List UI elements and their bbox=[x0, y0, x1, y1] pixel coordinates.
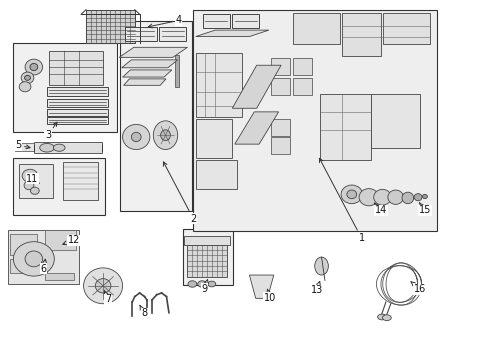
Ellipse shape bbox=[122, 125, 150, 149]
Ellipse shape bbox=[24, 75, 30, 80]
Polygon shape bbox=[123, 79, 165, 85]
Bar bbox=[383, 13, 429, 44]
Ellipse shape bbox=[19, 82, 31, 92]
Bar bbox=[34, 142, 102, 153]
Ellipse shape bbox=[22, 169, 38, 182]
Ellipse shape bbox=[25, 251, 42, 267]
Text: 14: 14 bbox=[373, 203, 386, 216]
Text: 15: 15 bbox=[418, 203, 430, 216]
Bar bbox=[13, 43, 117, 132]
Bar bbox=[195, 160, 237, 189]
Bar bbox=[271, 137, 289, 154]
Bar bbox=[125, 27, 157, 41]
Ellipse shape bbox=[24, 181, 34, 190]
Polygon shape bbox=[122, 70, 171, 77]
Ellipse shape bbox=[131, 132, 141, 141]
Bar bbox=[293, 78, 311, 95]
Polygon shape bbox=[195, 30, 268, 37]
Bar bbox=[370, 94, 419, 148]
Bar bbox=[15, 143, 34, 151]
Ellipse shape bbox=[25, 59, 42, 75]
Bar bbox=[195, 119, 232, 158]
Ellipse shape bbox=[53, 144, 65, 151]
Ellipse shape bbox=[373, 189, 390, 205]
Text: 5: 5 bbox=[15, 140, 30, 150]
Bar bbox=[49, 51, 103, 85]
Bar bbox=[47, 117, 108, 125]
Text: 4: 4 bbox=[148, 15, 182, 28]
Bar bbox=[44, 230, 76, 250]
Ellipse shape bbox=[153, 121, 177, 149]
Bar bbox=[187, 244, 227, 277]
Bar bbox=[341, 13, 380, 56]
Bar bbox=[13, 158, 105, 215]
Bar bbox=[47, 87, 108, 96]
Bar bbox=[10, 234, 37, 255]
Polygon shape bbox=[119, 47, 187, 57]
Bar bbox=[195, 53, 242, 117]
Ellipse shape bbox=[21, 72, 34, 84]
Ellipse shape bbox=[377, 314, 386, 320]
Text: 2: 2 bbox=[163, 162, 196, 224]
Bar bbox=[19, 164, 53, 198]
Ellipse shape bbox=[422, 194, 427, 199]
Ellipse shape bbox=[197, 281, 206, 287]
Text: 13: 13 bbox=[310, 282, 322, 296]
Ellipse shape bbox=[160, 130, 170, 140]
Bar bbox=[193, 10, 436, 231]
Polygon shape bbox=[249, 275, 273, 298]
Bar bbox=[63, 162, 98, 200]
Bar bbox=[271, 119, 289, 136]
Ellipse shape bbox=[13, 242, 54, 276]
Bar bbox=[47, 109, 108, 116]
Text: 10: 10 bbox=[263, 289, 275, 303]
Polygon shape bbox=[232, 65, 281, 108]
Bar bbox=[203, 14, 229, 28]
Ellipse shape bbox=[95, 279, 111, 293]
Bar bbox=[183, 229, 233, 285]
Text: 8: 8 bbox=[140, 305, 147, 318]
Ellipse shape bbox=[401, 192, 413, 204]
Text: 6: 6 bbox=[41, 259, 46, 274]
Ellipse shape bbox=[83, 268, 122, 304]
Ellipse shape bbox=[382, 315, 390, 320]
Ellipse shape bbox=[314, 257, 328, 275]
Text: 12: 12 bbox=[62, 235, 80, 245]
Ellipse shape bbox=[30, 63, 38, 71]
Bar bbox=[44, 273, 74, 280]
Ellipse shape bbox=[187, 281, 196, 287]
Bar bbox=[232, 14, 259, 28]
Bar bbox=[10, 259, 47, 273]
Text: 1: 1 bbox=[319, 158, 364, 243]
Bar bbox=[293, 58, 311, 75]
Ellipse shape bbox=[358, 189, 378, 206]
Ellipse shape bbox=[207, 281, 215, 287]
Bar bbox=[8, 230, 79, 284]
Ellipse shape bbox=[346, 190, 356, 199]
Bar bbox=[183, 235, 229, 244]
Bar bbox=[293, 13, 339, 44]
Ellipse shape bbox=[40, 143, 54, 152]
Text: 3: 3 bbox=[45, 122, 57, 140]
Ellipse shape bbox=[30, 187, 39, 194]
Text: 9: 9 bbox=[201, 280, 208, 294]
Ellipse shape bbox=[340, 185, 362, 204]
Bar bbox=[47, 99, 108, 107]
Bar bbox=[159, 27, 185, 41]
Bar bbox=[175, 55, 179, 87]
Text: 7: 7 bbox=[104, 291, 111, 304]
Bar bbox=[271, 78, 289, 95]
Text: 11: 11 bbox=[26, 174, 39, 184]
Ellipse shape bbox=[387, 190, 403, 204]
Text: 16: 16 bbox=[410, 282, 426, 294]
Bar bbox=[271, 58, 289, 75]
Bar bbox=[86, 10, 135, 42]
Polygon shape bbox=[234, 112, 278, 144]
Polygon shape bbox=[122, 60, 177, 68]
Bar bbox=[120, 21, 192, 211]
Ellipse shape bbox=[413, 194, 421, 201]
Bar bbox=[320, 94, 370, 160]
